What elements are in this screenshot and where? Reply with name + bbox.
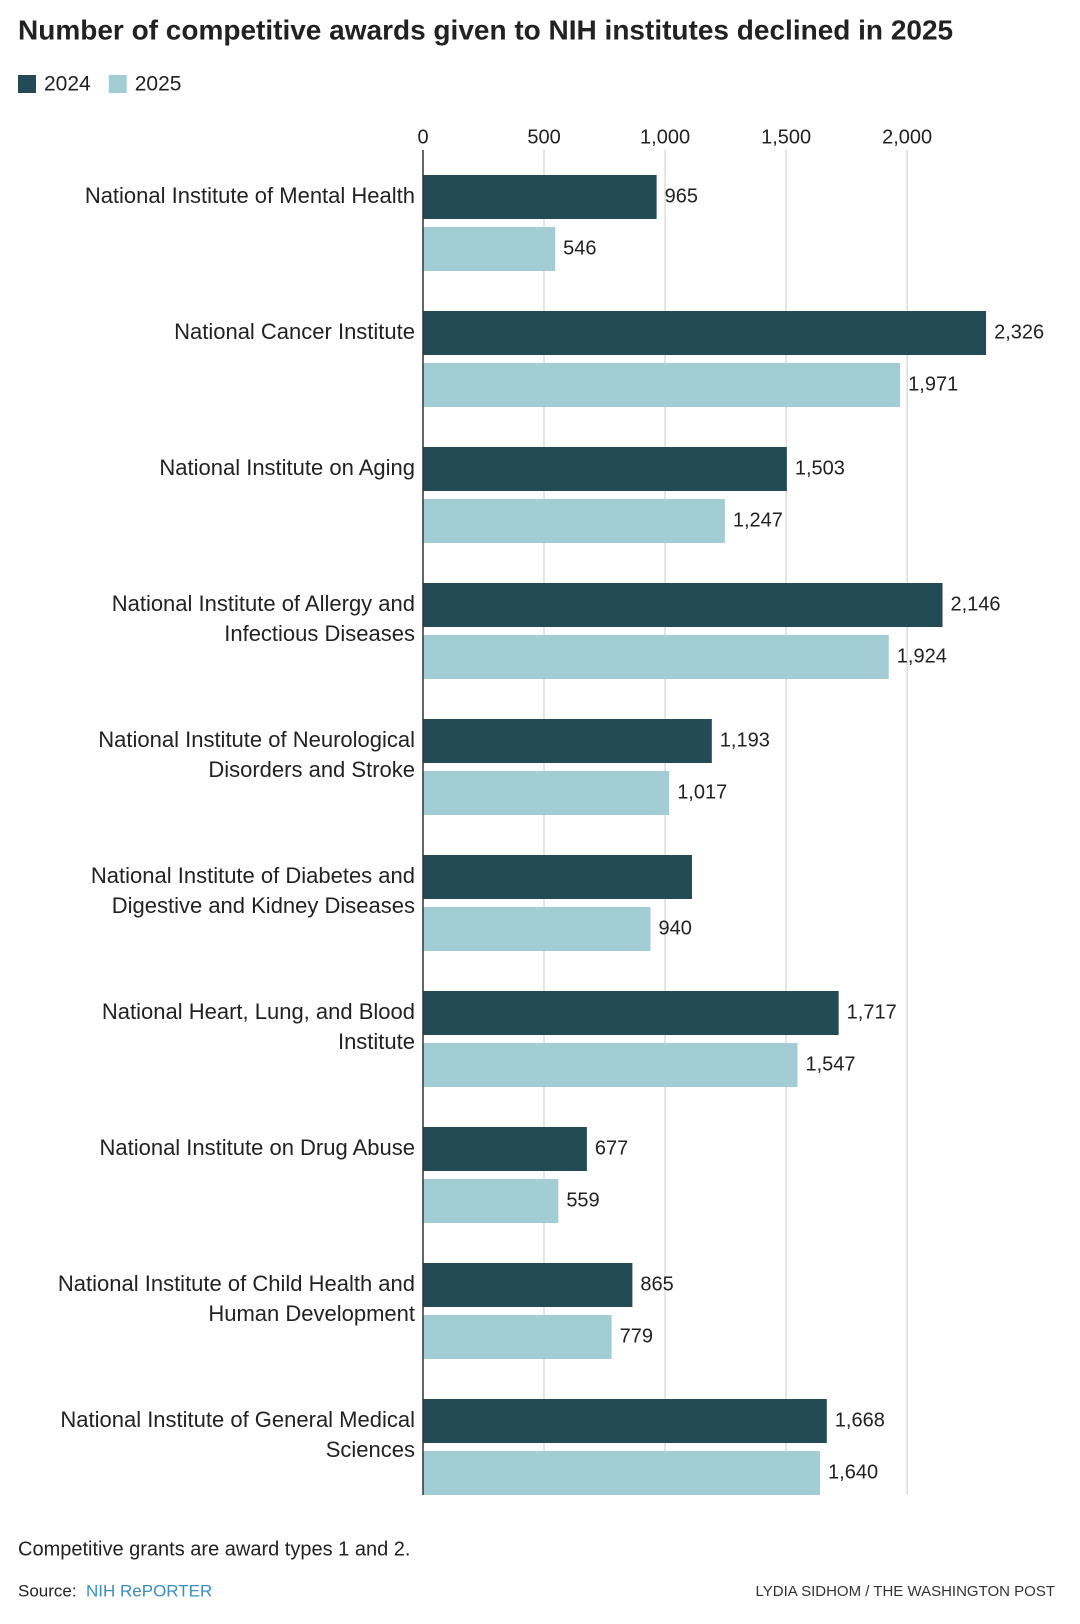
bar — [423, 583, 943, 627]
value-label: 2,146 — [951, 593, 1001, 615]
value-label: 865 — [640, 1273, 673, 1295]
bar — [423, 499, 725, 543]
category-label: National Institute on Drug Abuse — [99, 1135, 415, 1160]
value-label: 1,547 — [806, 1053, 856, 1075]
bar — [423, 1043, 798, 1087]
value-label: 546 — [563, 237, 596, 259]
bar — [423, 1315, 612, 1359]
value-label: 965 — [665, 185, 698, 207]
category-label: National Institute of Allergy and Infecti… — [112, 591, 415, 646]
bar — [423, 227, 556, 271]
legend-swatch — [108, 75, 127, 93]
bar — [423, 635, 889, 679]
bar — [423, 175, 657, 219]
bar — [423, 1127, 587, 1171]
note: Competitive grants are award types 1 and… — [18, 1538, 410, 1560]
category-label: National Heart, Lung, and Blood Institute — [102, 999, 415, 1054]
value-label: 1,924 — [897, 645, 947, 667]
x-tick-label: 2,000 — [882, 126, 932, 148]
bar — [423, 1451, 821, 1495]
legend-label: 2025 — [135, 73, 182, 96]
bar — [423, 363, 901, 407]
value-label: 559 — [566, 1189, 599, 1211]
category-label: National Institute of Child Health and Hu… — [58, 1271, 415, 1326]
bar — [423, 991, 839, 1035]
category-label: National Institute of Diabetes and Digest… — [91, 863, 415, 918]
x-tick-label: 1,000 — [640, 126, 690, 148]
value-label: 1,247 — [733, 509, 783, 531]
value-label: 1,640 — [828, 1461, 878, 1483]
x-tick-label: 1,500 — [761, 126, 811, 148]
bar — [423, 1263, 633, 1307]
category-label: National Cancer Institute — [174, 319, 415, 344]
category-label: National Institute of General Medical Sci… — [60, 1407, 415, 1462]
bar — [423, 719, 712, 763]
bar — [423, 855, 692, 899]
bar — [423, 1399, 827, 1443]
value-label: 779 — [620, 1325, 653, 1347]
value-label: 1,193 — [720, 729, 770, 751]
bar — [423, 1179, 559, 1223]
value-label: 1,017 — [677, 781, 727, 803]
value-label: 1,971 — [908, 373, 958, 395]
value-label: 940 — [659, 917, 692, 939]
credit: LYDIA SIDHOM / THE WASHINGTON POST — [756, 1583, 1056, 1600]
legend-label: 2024 — [44, 73, 91, 96]
category-label: National Institute of Neurological Disord… — [98, 727, 415, 782]
category-label: National Institute on Aging — [159, 455, 415, 480]
source-label: Source: — [18, 1581, 77, 1600]
x-tick-label: 0 — [417, 126, 428, 148]
x-tick-label: 500 — [527, 126, 560, 148]
value-label: 1,503 — [795, 457, 845, 479]
bar — [423, 771, 670, 815]
chart-title: Number of competitive awards given to NI… — [18, 14, 953, 45]
bar — [423, 447, 787, 491]
value-label: 1,668 — [835, 1409, 885, 1431]
source-link[interactable]: NIH RePORTER — [86, 1581, 212, 1600]
value-label: 2,326 — [994, 321, 1044, 343]
legend-swatch — [18, 75, 36, 93]
bar — [423, 311, 987, 355]
value-label: 677 — [595, 1137, 628, 1159]
value-label: 1,717 — [847, 1001, 897, 1023]
bar — [423, 907, 651, 951]
category-label: National Institute of Mental Health — [85, 183, 415, 208]
